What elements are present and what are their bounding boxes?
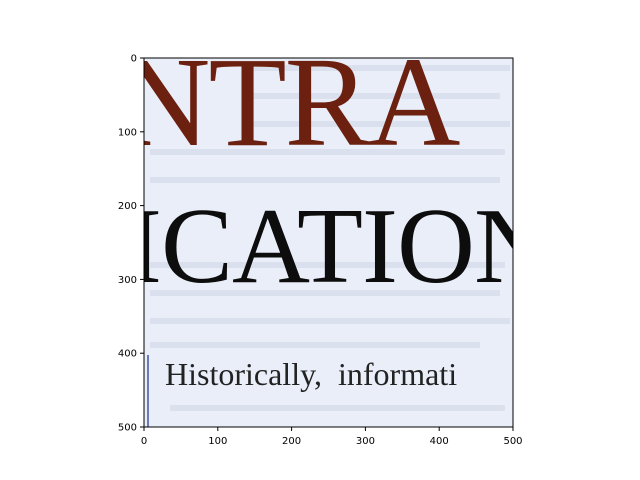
- x-tick-label: 500: [503, 436, 522, 447]
- x-tick-label: 300: [356, 436, 375, 447]
- y-tick-label: 500: [118, 423, 137, 434]
- headline-fragment: NTRA: [118, 31, 460, 173]
- x-tick-label: 400: [430, 436, 449, 447]
- y-axis: 0 100 200 300 400 500: [118, 54, 144, 434]
- y-tick-label: 200: [118, 201, 137, 212]
- x-tick-label: 200: [282, 436, 301, 447]
- axes-frame: [143, 57, 514, 428]
- body-text-fragment: Historically, informati: [165, 356, 457, 392]
- paper-background: [144, 58, 513, 427]
- x-tick-label: 100: [208, 436, 227, 447]
- x-tick-label: 0: [141, 436, 147, 447]
- y-tick-label: 100: [118, 127, 137, 138]
- y-tick-label: 400: [118, 349, 137, 360]
- scanned-magazine-image: NTRA ICATION Historically, informati: [118, 31, 551, 427]
- x-axis: 0 100 200 300 400 500: [141, 427, 523, 447]
- show-through-text: [150, 65, 510, 411]
- heading-fragment: ICATION: [126, 187, 551, 306]
- y-tick-label: 0: [131, 54, 137, 65]
- y-tick-label: 300: [118, 275, 137, 286]
